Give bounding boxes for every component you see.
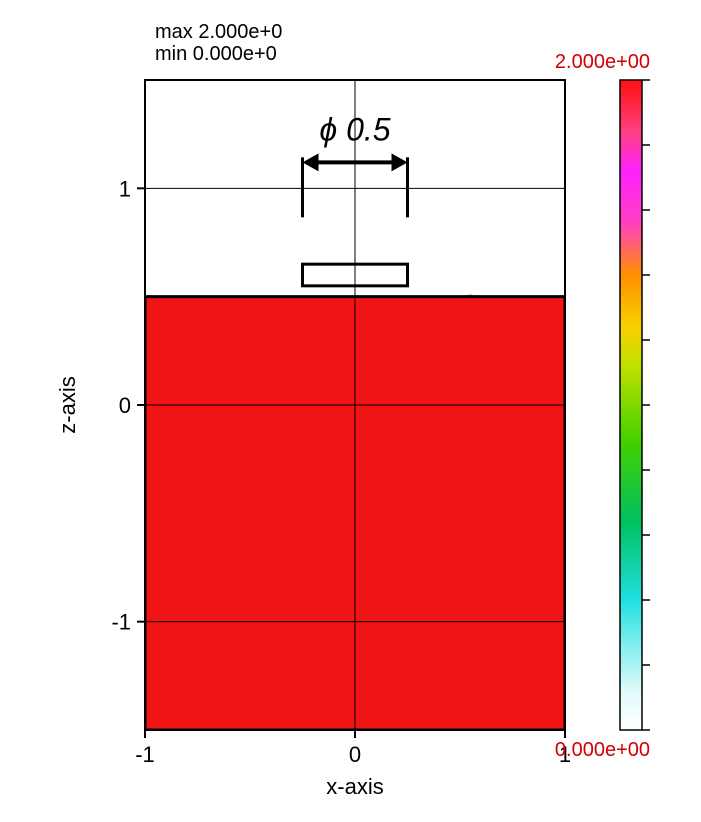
ytick-label: -1 [111, 610, 131, 635]
x-axis-label: x-axis [326, 774, 383, 799]
max-label: max 2.000e+0 [155, 21, 282, 43]
xtick-label: 0 [349, 742, 361, 767]
contour-plot: max 2.000e+0min 0.000e+0ϕ 0.5-101-101x-a… [0, 0, 701, 822]
y-axis-label: z-axis [55, 376, 80, 433]
xtick-label: -1 [135, 742, 155, 767]
colorbar-bottom-label: 0.000e+00 [555, 739, 650, 761]
ytick-label: 1 [119, 176, 131, 201]
ytick-label: 0 [119, 393, 131, 418]
colorbar [620, 80, 642, 730]
min-label: min 0.000e+0 [155, 43, 277, 65]
diameter-label: ϕ 0.5 [319, 111, 390, 147]
colorbar-top-label: 2.000e+00 [555, 51, 650, 73]
